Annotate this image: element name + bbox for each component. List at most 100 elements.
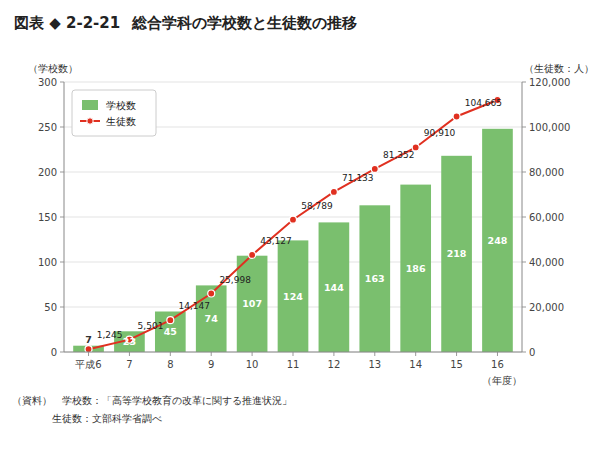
x-tick — [170, 352, 171, 356]
line-label: 1,245 — [97, 330, 123, 340]
x-tick — [129, 352, 130, 356]
y-tick-label: 200 — [38, 167, 57, 178]
bar-label: 248 — [488, 235, 508, 246]
y2-axis-line — [522, 82, 523, 352]
bar-label: 107 — [242, 298, 262, 309]
x-tick-label: 14 — [409, 359, 422, 370]
y2-tick-label: 120,000 — [529, 77, 570, 88]
bar — [441, 156, 472, 352]
line-marker — [208, 290, 215, 297]
y-tick — [60, 82, 64, 83]
grid-line — [64, 82, 522, 83]
x-tick-label: 9 — [208, 359, 214, 370]
line-marker — [85, 346, 92, 352]
y2-tick-label: 80,000 — [529, 167, 564, 178]
x-tick-label: 12 — [328, 359, 341, 370]
x-tick-label: 8 — [167, 359, 173, 370]
y2-tick-label: 60,000 — [529, 212, 564, 223]
bar — [400, 185, 431, 352]
line-label: 25,998 — [219, 275, 251, 285]
x-tick-label: 11 — [287, 359, 300, 370]
bar-label: 45 — [164, 326, 177, 337]
bar-label: 186 — [406, 263, 426, 274]
bar-label: 144 — [324, 282, 344, 293]
bar — [196, 285, 227, 352]
y-tick — [60, 307, 64, 308]
y2-tick — [522, 127, 526, 128]
y-tick — [60, 262, 64, 263]
x-tick — [333, 352, 334, 356]
line-label: 14,147 — [179, 301, 211, 311]
x-tick-label: 7 — [126, 359, 132, 370]
x-tick-label: 16 — [491, 359, 504, 370]
x-tick — [252, 352, 253, 356]
bar — [482, 129, 513, 352]
line-marker — [167, 317, 174, 324]
line-marker — [249, 251, 256, 258]
y-tick — [60, 172, 64, 173]
y-tick-label: 250 — [38, 122, 57, 133]
y-tick-label: 300 — [38, 77, 57, 88]
x-tick — [497, 352, 498, 356]
x-tick — [88, 352, 89, 356]
title-line: 図表 ◆ 2-2-21 総合学科の学校数と生徒数の推移 — [14, 14, 357, 32]
y2-tick — [522, 172, 526, 173]
x-axis-label: （年度） — [482, 375, 522, 386]
line-marker — [453, 113, 460, 120]
y2-tick — [522, 82, 526, 83]
title: 総合学科の学校数と生徒数の推移 — [131, 14, 357, 32]
bar-label: 218 — [447, 248, 467, 259]
y-tick-label: 50 — [44, 302, 57, 313]
line-marker — [371, 165, 378, 172]
bar-label: 163 — [365, 273, 385, 284]
line-marker — [290, 216, 297, 223]
y-tick-label: 0 — [51, 347, 57, 358]
y-tick — [60, 217, 64, 218]
y2-tick-label: 20,000 — [529, 302, 564, 313]
y2-tick — [522, 217, 526, 218]
x-tick — [415, 352, 416, 356]
line-label: 71,133 — [342, 173, 374, 183]
y2-tick — [522, 352, 526, 353]
line-label: 43,127 — [260, 236, 292, 246]
legend-swatch-marker — [87, 118, 93, 124]
bar — [237, 256, 268, 352]
line — [89, 100, 498, 349]
bar — [359, 205, 390, 352]
x-tick-label: 平成6 — [75, 359, 101, 370]
line-marker — [330, 188, 337, 195]
bar-label: 74 — [205, 313, 219, 324]
footnote: （資料） 学校数：「高等学校教育の改革に関する推進状況」 — [12, 395, 292, 406]
legend-box — [72, 90, 156, 136]
x-tick — [456, 352, 457, 356]
line-label: 90,910 — [424, 128, 456, 138]
bar — [319, 222, 350, 352]
subtitle: 図表 ◆ 2-2-21 — [14, 14, 120, 32]
x-tick — [211, 352, 212, 356]
bar-label: 7 — [85, 334, 92, 345]
bar-label: 124 — [283, 291, 303, 302]
y2-tick-label: 100,000 — [529, 122, 570, 133]
bar-label: 23 — [123, 336, 136, 347]
y2-tick-label: 0 — [529, 347, 535, 358]
legend: 学校数生徒数 — [72, 90, 156, 136]
y-axis-label: （学校数） — [28, 63, 78, 74]
line-label: 5,501 — [138, 321, 164, 331]
chart: 図表 ◆ 2-2-21総合学科の学校数と生徒数の推移05010015020025… — [0, 0, 600, 454]
x-tick — [374, 352, 375, 356]
y-tick-label: 150 — [38, 212, 57, 223]
x-tick-label: 10 — [246, 359, 259, 370]
x-tick-label: 15 — [450, 359, 463, 370]
line-label: 58,789 — [301, 201, 333, 211]
y-tick — [60, 352, 64, 353]
y2-tick-label: 40,000 — [529, 257, 564, 268]
legend-swatch — [82, 100, 98, 110]
legend-label: 生徒数 — [106, 116, 136, 127]
x-axis-line — [64, 352, 522, 353]
y-tick-label: 100 — [38, 257, 57, 268]
footnote: 生徒数：文部科学省調べ — [12, 413, 162, 424]
x-tick-label: 13 — [368, 359, 381, 370]
y2-tick — [522, 307, 526, 308]
x-tick — [293, 352, 294, 356]
y2-tick — [522, 262, 526, 263]
